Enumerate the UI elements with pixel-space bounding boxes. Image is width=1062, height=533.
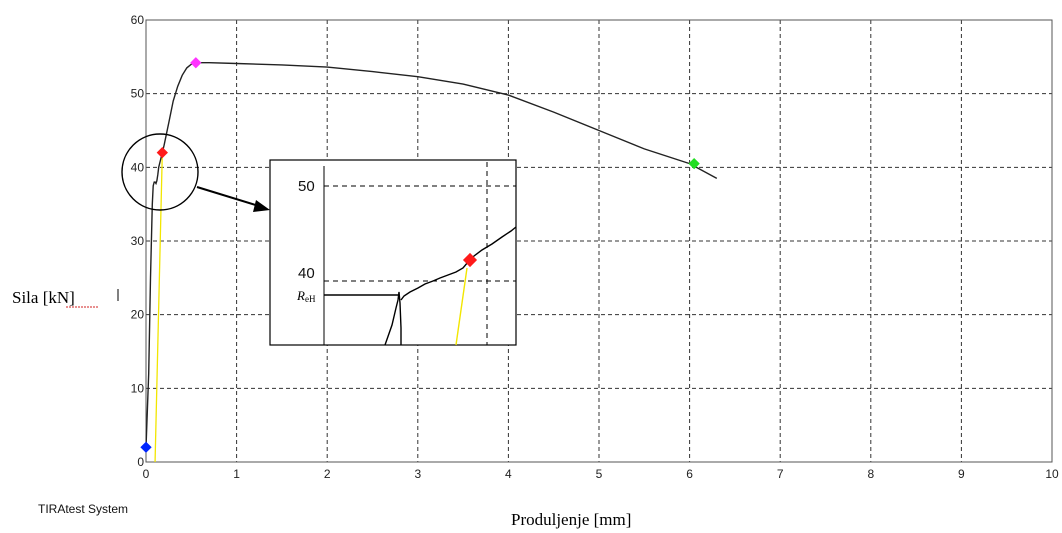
x-tick-label: 2 (324, 467, 331, 481)
zoom-arrow (196, 186, 263, 208)
y-tick-label: 40 (131, 160, 145, 174)
x-tick-labels: 0 1 2 3 4 5 6 7 8 9 10 (143, 467, 1059, 481)
inset-tick-50: 50 (298, 178, 315, 195)
y-tick-label: 30 (131, 234, 145, 248)
inset-frame (269, 159, 517, 346)
brand-label: TIRAtest System (38, 502, 128, 516)
start-marker (140, 441, 152, 453)
inset-yield-marker (462, 252, 478, 268)
elastic-line (154, 152, 163, 463)
y-tick-label: 0 (137, 455, 144, 469)
inset-tick-40: 40 (298, 265, 315, 282)
x-tick-label: 5 (596, 467, 603, 481)
yield-marker (156, 146, 168, 159)
break-marker (688, 157, 700, 170)
markers (140, 57, 700, 453)
y-axis-title: Sila [kN] (12, 288, 75, 307)
zoom-circle (121, 133, 199, 211)
max-marker (190, 57, 202, 69)
x-tick-label: 10 (1045, 467, 1059, 481)
force-extension-curve (145, 62, 718, 448)
x-tick-label: 3 (414, 467, 421, 481)
y-tick-label: 50 (131, 87, 145, 101)
inset-elastic-line (455, 267, 468, 346)
inset-zoom-panel: 50 40 ReH (269, 159, 517, 346)
inset-curve (384, 226, 517, 346)
x-tick-label: 0 (143, 467, 150, 481)
y-tick-label: 10 (131, 381, 145, 395)
plot-frame (145, 19, 1053, 463)
zoom-arrow-head (253, 200, 270, 212)
y-tick-label: 20 (131, 308, 145, 322)
y-tick-label: 60 (131, 13, 145, 27)
x-tick-label: 7 (777, 467, 784, 481)
x-tick-label: 6 (686, 467, 693, 481)
x-axis-title: Produljenje [mm] (511, 510, 631, 529)
x-tick-label: 8 (867, 467, 874, 481)
inset-reh-label: ReH (296, 288, 316, 304)
x-tick-label: 9 (958, 467, 965, 481)
x-tick-label: 4 (505, 467, 512, 481)
x-tick-label: 1 (233, 467, 240, 481)
y-tick-labels: 0 10 20 30 40 50 60 (131, 13, 145, 469)
